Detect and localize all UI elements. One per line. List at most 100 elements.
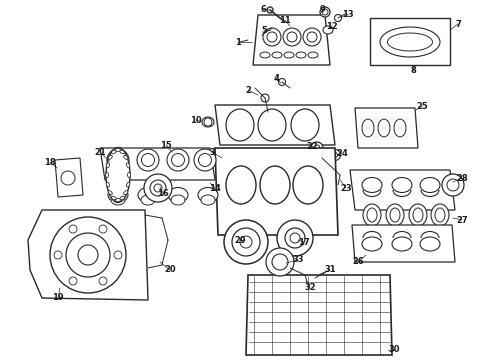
Ellipse shape <box>390 208 400 222</box>
Ellipse shape <box>296 52 306 58</box>
Circle shape <box>69 225 77 233</box>
Circle shape <box>144 174 172 202</box>
Circle shape <box>277 220 313 256</box>
Circle shape <box>66 233 110 277</box>
Ellipse shape <box>171 195 185 205</box>
Ellipse shape <box>386 204 404 226</box>
Text: 33: 33 <box>292 256 304 265</box>
Text: 11: 11 <box>279 15 291 24</box>
Circle shape <box>320 7 330 17</box>
Circle shape <box>69 277 77 285</box>
Circle shape <box>335 14 342 22</box>
Polygon shape <box>355 108 418 148</box>
Circle shape <box>272 254 288 270</box>
Polygon shape <box>253 15 330 65</box>
Ellipse shape <box>388 33 433 51</box>
Circle shape <box>267 7 273 13</box>
Circle shape <box>322 9 328 15</box>
Ellipse shape <box>105 172 108 177</box>
Circle shape <box>232 228 260 256</box>
Circle shape <box>78 245 98 265</box>
Ellipse shape <box>308 52 318 58</box>
Circle shape <box>142 153 154 166</box>
Ellipse shape <box>201 195 215 205</box>
Text: 21: 21 <box>94 148 106 157</box>
Circle shape <box>267 32 277 42</box>
Ellipse shape <box>260 52 270 58</box>
Ellipse shape <box>323 26 333 34</box>
Text: 28: 28 <box>456 174 468 183</box>
Text: 22: 22 <box>306 141 318 150</box>
Text: 25: 25 <box>416 102 428 111</box>
Ellipse shape <box>362 119 374 137</box>
Circle shape <box>261 94 269 102</box>
Circle shape <box>194 149 216 171</box>
Ellipse shape <box>394 119 406 137</box>
Ellipse shape <box>120 197 124 200</box>
Ellipse shape <box>126 163 130 168</box>
Ellipse shape <box>226 166 256 204</box>
Ellipse shape <box>123 190 128 195</box>
Circle shape <box>283 28 301 46</box>
Ellipse shape <box>126 182 130 187</box>
Circle shape <box>318 154 326 162</box>
Polygon shape <box>370 18 450 65</box>
Text: 5: 5 <box>261 26 267 35</box>
Ellipse shape <box>363 204 381 226</box>
Text: 3: 3 <box>209 148 215 157</box>
Ellipse shape <box>362 177 382 193</box>
Text: 10: 10 <box>190 116 202 125</box>
Circle shape <box>99 225 107 233</box>
Ellipse shape <box>116 149 121 152</box>
Text: 18: 18 <box>44 158 56 166</box>
Ellipse shape <box>409 204 427 226</box>
Text: 15: 15 <box>160 140 172 149</box>
Circle shape <box>224 220 268 264</box>
Ellipse shape <box>435 208 445 222</box>
Ellipse shape <box>120 150 124 154</box>
Polygon shape <box>246 275 392 355</box>
Text: 2: 2 <box>245 86 251 95</box>
Ellipse shape <box>111 150 116 154</box>
Ellipse shape <box>123 155 128 159</box>
Ellipse shape <box>362 237 382 251</box>
Ellipse shape <box>392 237 412 251</box>
Circle shape <box>278 78 286 86</box>
Circle shape <box>266 248 294 276</box>
Text: 6: 6 <box>260 5 266 14</box>
Circle shape <box>154 184 162 192</box>
Circle shape <box>50 217 126 293</box>
Circle shape <box>333 153 338 158</box>
Ellipse shape <box>260 166 290 204</box>
Circle shape <box>442 174 464 196</box>
Circle shape <box>285 228 305 248</box>
Text: 16: 16 <box>157 189 169 198</box>
Ellipse shape <box>284 52 294 58</box>
Text: 1: 1 <box>235 37 241 46</box>
Circle shape <box>204 118 212 126</box>
Ellipse shape <box>108 155 112 159</box>
Circle shape <box>263 28 281 46</box>
Circle shape <box>167 149 189 171</box>
Circle shape <box>198 153 212 166</box>
Ellipse shape <box>141 195 155 205</box>
Ellipse shape <box>111 197 116 200</box>
Ellipse shape <box>202 117 214 127</box>
Circle shape <box>240 236 252 248</box>
Ellipse shape <box>293 166 323 204</box>
Ellipse shape <box>108 190 112 195</box>
Polygon shape <box>55 158 83 197</box>
Ellipse shape <box>106 163 110 168</box>
Polygon shape <box>215 105 335 145</box>
Circle shape <box>329 149 341 161</box>
Ellipse shape <box>116 198 121 202</box>
Polygon shape <box>350 170 455 210</box>
Polygon shape <box>352 225 455 262</box>
Text: 4: 4 <box>273 73 279 82</box>
Text: 20: 20 <box>164 266 176 274</box>
Circle shape <box>314 145 320 151</box>
Ellipse shape <box>272 52 282 58</box>
Text: 24: 24 <box>336 149 348 158</box>
Ellipse shape <box>111 195 125 205</box>
Circle shape <box>447 179 459 191</box>
